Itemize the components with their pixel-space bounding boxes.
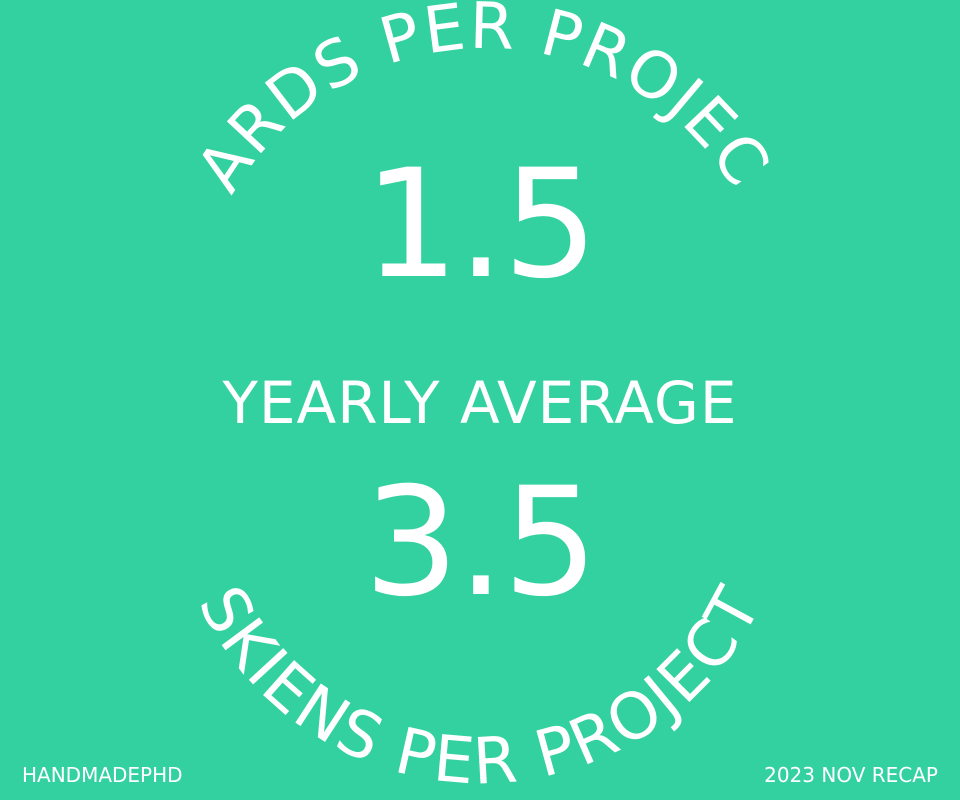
skeins-per-project-value: 3.5 <box>363 456 599 630</box>
yearly-average-label: YEARLY AVERAGE <box>222 369 738 437</box>
recap-label: 2023 NOV RECAP <box>764 763 938 787</box>
yards-per-project-value: 1.5 <box>363 138 599 312</box>
brand-label: HANDMADEPHD <box>22 763 183 787</box>
